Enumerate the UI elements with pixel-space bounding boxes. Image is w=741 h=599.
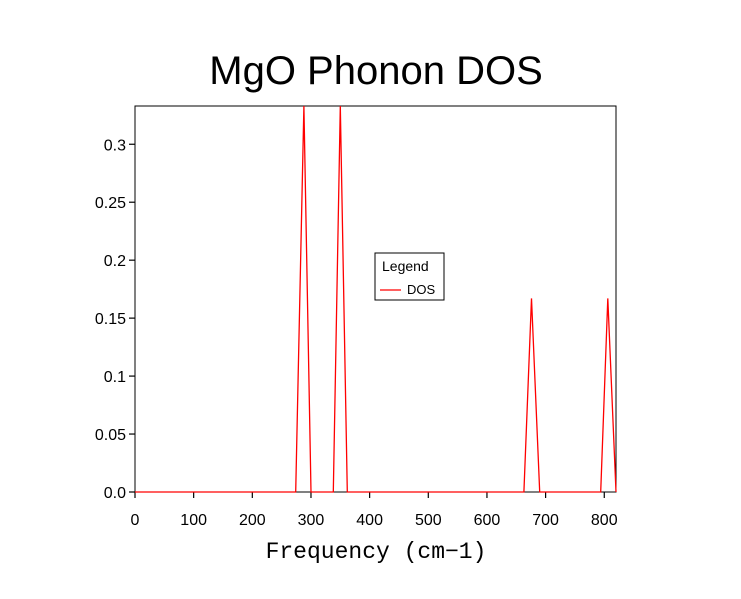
y-tick-label: 0.1 (104, 369, 126, 386)
legend-box (374, 252, 445, 301)
x-axis-label: Frequency (cm−1) (266, 539, 487, 565)
y-tick-label: 0.0 (104, 485, 126, 502)
x-tick-label: 600 (474, 512, 501, 529)
y-tick-label: 0.3 (104, 137, 126, 154)
x-axis: 0 100 200 300 400 500 600 700 800 (131, 492, 618, 529)
x-tick-label: 300 (298, 512, 325, 529)
series-line-dos (135, 105, 617, 493)
legend-title: Legend (382, 258, 429, 274)
x-tick-label: 800 (591, 512, 618, 529)
y-tick-label: 0.05 (95, 427, 126, 444)
x-tick-label: 400 (356, 512, 383, 529)
x-tick-label: 100 (180, 512, 207, 529)
legend: Legend DOS (374, 252, 445, 301)
y-tick-label: 0.15 (95, 311, 126, 328)
chart-title: MgO Phonon DOS (209, 49, 543, 93)
x-tick-label: 200 (239, 512, 266, 529)
y-axis: 0.0 0.05 0.1 0.15 0.2 0.25 0.3 (95, 137, 135, 502)
y-tick-label: 0.25 (95, 195, 126, 212)
x-tick-label: 700 (532, 512, 559, 529)
x-tick-label: 0 (131, 512, 140, 529)
x-tick-label: 500 (415, 512, 442, 529)
y-tick-label: 0.2 (104, 253, 126, 270)
legend-entry-dos: DOS (407, 282, 436, 297)
